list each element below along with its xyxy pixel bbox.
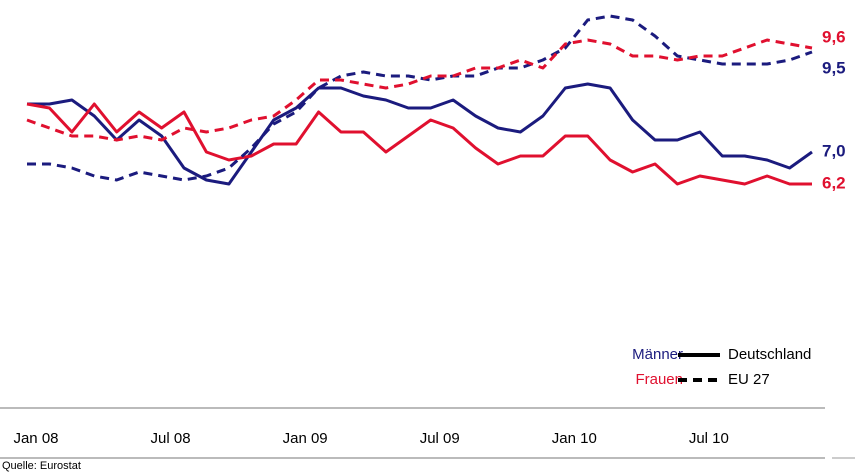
- line-series: [26, 102, 812, 186]
- end-label: 9,5: [822, 58, 846, 77]
- x-tick-label: Jan 10: [552, 430, 597, 447]
- x-tick-label: Jul 09: [420, 430, 460, 447]
- x-tick-label: Jan 08: [13, 430, 58, 447]
- line-series: [27, 14, 813, 182]
- x-tick-label: Jan 09: [283, 430, 328, 447]
- legend-label: Männer: [632, 346, 683, 363]
- legend-label: Frauen: [635, 371, 683, 388]
- end-label: 9,6: [822, 27, 846, 46]
- source: Quelle: Eurostat: [2, 460, 81, 472]
- end-label: 6,2: [822, 173, 846, 192]
- legend-label: EU 27: [728, 371, 770, 388]
- line-series: [27, 82, 813, 186]
- legend-label: Deutschland: [728, 346, 811, 363]
- x-tick-label: Jul 10: [689, 430, 729, 447]
- x-tick-label: Jul 08: [151, 430, 191, 447]
- end-label: 7,0: [822, 141, 846, 160]
- line-series: [26, 38, 813, 142]
